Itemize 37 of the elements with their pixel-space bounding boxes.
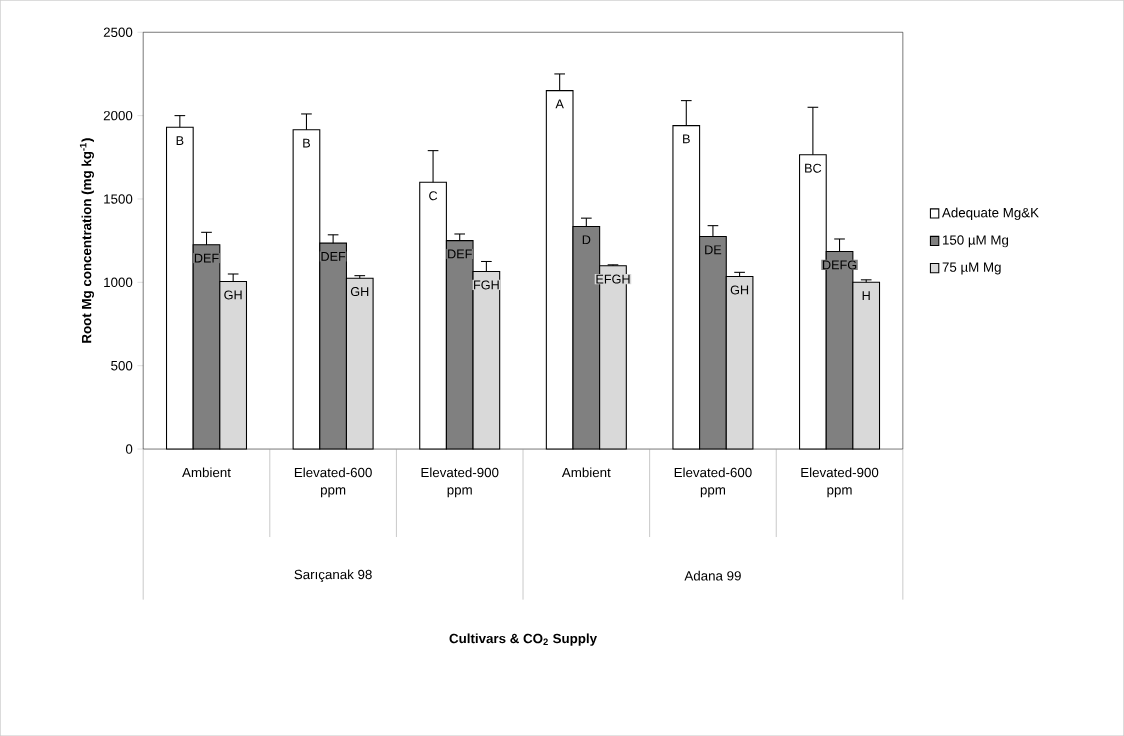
data-label: C (429, 191, 438, 201)
data-label: FGH (474, 280, 499, 290)
data-label: D (582, 235, 591, 245)
data-label: A (555, 99, 564, 109)
data-label: B (683, 134, 690, 144)
data-label: GH (730, 285, 749, 295)
data-label: BC (805, 163, 822, 173)
data-label: DE (705, 245, 722, 255)
x-tick-label: Elevated-900 ppm (801, 467, 879, 498)
data-label: DEF (321, 251, 346, 261)
x-tick-label: Elevated-600 ppm (294, 467, 372, 498)
text: Cultivars & CO$_{2}$ Supply (449, 633, 597, 646)
y-tick-label: 2500 (103, 27, 133, 37)
data-label: B (303, 138, 311, 148)
y-tick-label: 2000 (103, 110, 133, 121)
x-tick-label: Ambient (182, 467, 231, 478)
y-tick-label: 1000 (104, 277, 133, 287)
y-tick-label: 1500 (104, 194, 133, 204)
text: Sarıçanak 98 (294, 569, 372, 582)
legend-label: Adequate Mg&K (941, 207, 1039, 220)
legend-label: 75 µM Mg (942, 262, 1001, 275)
data-label: DEF (448, 249, 472, 259)
text: Adana 99 (684, 570, 741, 581)
data-label: GH (350, 287, 369, 296)
data-label: GH (224, 290, 242, 300)
data-label: DEF (194, 253, 219, 263)
data-label: B (176, 136, 184, 145)
x-tick-label: Elevated-600 ppm (674, 467, 752, 498)
y-axis-title: Root Mg concentration (mg kg$^{-1}$) (79, 138, 94, 343)
legend-label: 150 µM Mg (943, 235, 1009, 248)
data-label: DEFG (823, 260, 857, 270)
x-tick-label: Ambient (561, 467, 611, 478)
data-label: EFGH (596, 274, 630, 284)
x-tick-label: Elevated-900 ppm (421, 467, 499, 498)
y-tick-label: 0 (125, 444, 133, 454)
data-label: H (862, 291, 870, 300)
y-tick-label: 500 (111, 360, 133, 371)
